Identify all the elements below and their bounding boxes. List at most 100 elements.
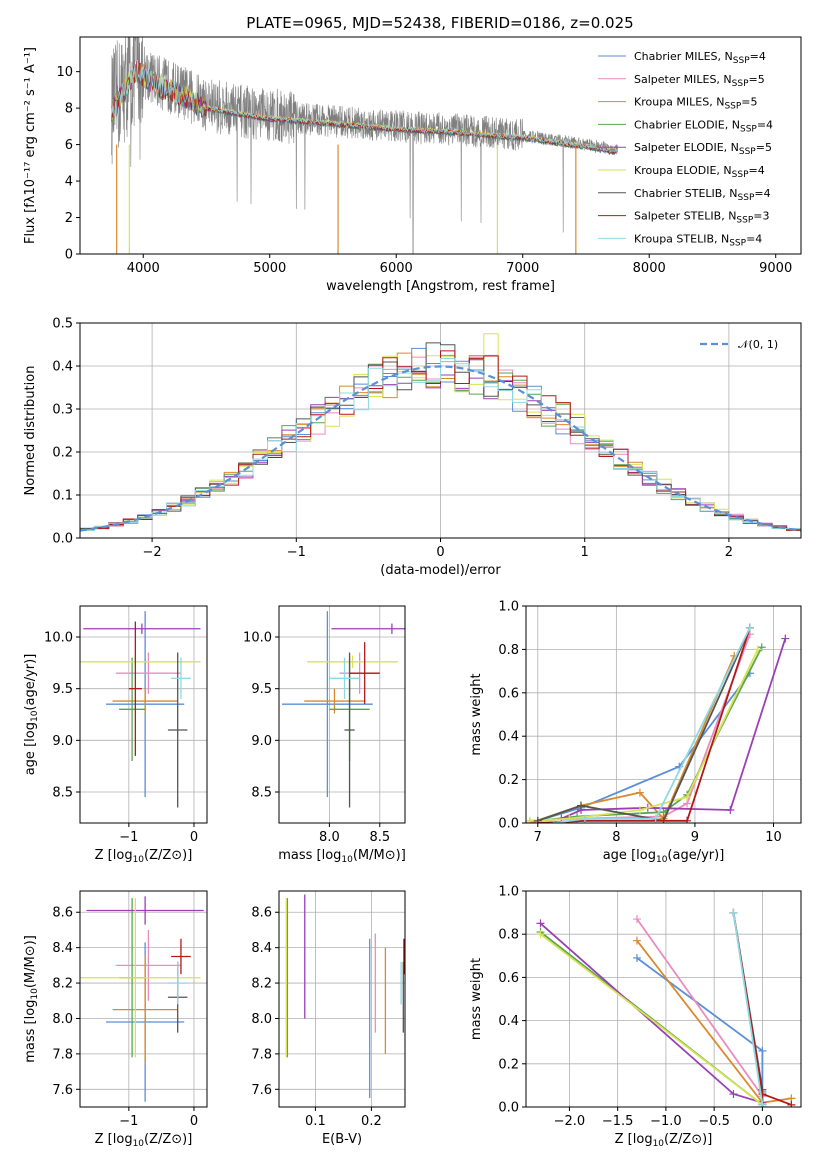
x-axis-label: age [log10(age/yr)]: [603, 848, 725, 865]
mass-weight-marker: [729, 1090, 738, 1099]
x-axis-label-main: Z [log: [95, 848, 133, 863]
y-tick-label: 8.6: [251, 906, 272, 921]
axes-frame: [525, 890, 802, 1108]
y-tick-label: 0.3: [52, 403, 73, 418]
y-tick-label: 9.0: [251, 734, 272, 749]
y-tick-label: 0.2: [498, 1057, 519, 1072]
legend-label: Salpeter MILES, NSSP=5: [634, 73, 765, 89]
y-tick-label: 7.6: [52, 1083, 73, 1098]
y-tick-label: 8: [65, 102, 73, 117]
mass-weight-marker: [632, 936, 641, 945]
x-tick-label: 1: [581, 545, 589, 560]
y-tick-label: 0.8: [498, 928, 519, 943]
y-tick-label: 0.8: [498, 643, 519, 658]
chart-panels: 4000 5000 6000 7000 8000 90000246810wavelengt…: [23, 36, 802, 1149]
x-axis-label: wavelength [Angstrom, rest frame]: [326, 279, 555, 294]
x-tick-label: 0.2: [361, 1114, 382, 1129]
mass-weight-marker: [526, 816, 534, 823]
x-axis-label: E(B-V): [322, 1132, 362, 1147]
x-axis-label-main: mass [log: [278, 848, 341, 863]
x-axis-label-sub: 10: [341, 855, 353, 865]
y-tick-label: 0.2: [52, 446, 73, 461]
y-tick-label: 8.4: [52, 941, 73, 956]
figure-title: PLATE=0965, MJD=52438, FIBERID=0186, z=0…: [246, 14, 633, 32]
y-tick-label: 1.0: [498, 885, 519, 900]
x-tick-label: −1.5: [602, 1114, 634, 1129]
mass-weight-line: [732, 912, 764, 1105]
legend-label-main: Salpeter ELODIE, N: [634, 141, 739, 154]
x-axis-label-tail: (age/yr)]: [667, 848, 724, 863]
legend-label-main: Kroupa ELODIE, N: [634, 164, 732, 177]
mass-weight-marker: [745, 623, 754, 632]
mass-weight-marker: [580, 814, 589, 823]
legend-label-sub: SSP: [732, 170, 749, 180]
legend-label-sub: SSP: [732, 79, 749, 89]
axes-mass-vs-ebv: 0.1 0.2 7.6 7.8 8.0 8.2 8.4 8.6 E(B-V): [251, 890, 406, 1147]
legend-label-tail: =4: [746, 232, 762, 245]
legend-label-tail: =5: [756, 141, 772, 154]
plot-area: [111, 37, 618, 254]
mass-weight-marker: [787, 1100, 796, 1107]
axes-frame: [525, 605, 802, 824]
y-tick-label: 0.0: [52, 532, 73, 547]
x-axis-label: Z [log10(Z/Z⊙)]: [95, 848, 193, 865]
y-axis-label: mass weight: [469, 673, 484, 755]
y-tick-label: 8.0: [52, 1012, 73, 1027]
axes-residuals: −2 −1 0 1 2 0.0 0.1 0.2 0.3 0.4 0.5 (data-model)/er…: [23, 317, 802, 578]
y-tick-label: 0.4: [498, 1014, 519, 1029]
x-tick-label: 8: [612, 830, 620, 845]
y-tick-label: 8.2: [52, 977, 73, 992]
y-tick-label: 7.6: [251, 1083, 272, 1098]
axes-frame: [79, 605, 208, 824]
axes-frame: [278, 890, 406, 1108]
legend-label-sub: SSP: [724, 102, 741, 112]
y-tick-label: 10.0: [44, 631, 73, 646]
y-axis-label: Normed distribution: [23, 366, 38, 496]
x-axis-label-sub: 10: [653, 1139, 665, 1149]
mass-weight-marker: [635, 805, 644, 814]
y-tick-label: 7.8: [52, 1047, 73, 1062]
legend-label: Chabrier ELODIE, NSSP=4: [634, 118, 773, 134]
normal-reference-curve: [80, 365, 801, 532]
x-tick-label: 8.5: [369, 830, 390, 845]
x-tick-label: 0.1: [305, 1114, 326, 1129]
legend-label-main: Kroupa STELIB, N: [634, 232, 729, 245]
legend-label-sub: SSP: [736, 216, 753, 226]
x-tick-label: 7000: [506, 261, 539, 276]
x-axis-label-tail: (M/M⊙)]: [353, 848, 406, 863]
y-tick-label: 0.1: [52, 489, 73, 504]
y-axis-label-sub: 10: [30, 710, 40, 722]
plot-area: [80, 896, 204, 1102]
x-axis-label-sub: 10: [656, 855, 668, 865]
y-tick-label: 0.4: [52, 360, 73, 375]
x-axis-label-tail: (Z/Z⊙)]: [144, 1132, 192, 1147]
x-axis-label: Z [log10(Z/Z⊙)]: [615, 1132, 713, 1149]
y-tick-label: 8.0: [251, 1012, 272, 1027]
legend-label-tail: =3: [753, 210, 769, 223]
x-tick-label: −2: [143, 545, 162, 560]
y-tick-label: 8.5: [251, 786, 272, 801]
mass-weight-marker: [659, 808, 668, 817]
axes-mass-weight-vs-z: −2.0 −1.5 −1.0 −0.5 0.0 0.0 0.2 0.4 0.6 0.8 1.0 Z […: [469, 885, 802, 1149]
legend-label-tail: =5: [741, 96, 757, 109]
axes-spectrum: 4000 5000 6000 7000 8000 9000 0 2 4 6 8 10 wavelengt…: [23, 36, 802, 294]
x-tick-label: 8.0: [319, 830, 340, 845]
y-axis-label-tail: (age/yr)]: [23, 654, 38, 711]
x-axis-label-tail: (Z/Z⊙)]: [144, 848, 192, 863]
plot-area: [536, 908, 796, 1107]
legend-label: 𝒩(0, 1): [738, 338, 778, 351]
x-tick-label: 0: [190, 830, 198, 845]
legend-label-sub: SSP: [729, 238, 746, 248]
x-axis-label-sub: 10: [133, 855, 145, 865]
legend-label: Salpeter ELODIE, NSSP=5: [634, 141, 772, 157]
y-tick-label: 10: [56, 65, 73, 80]
legend-label-main: Chabrier MILES, N: [634, 50, 733, 63]
axes-mass-vs-z: −1 07.67.88.08.28.48.6Z [log10(Z/Z⊙)]mass…: [23, 890, 208, 1149]
legend-label-sub: SSP: [740, 124, 757, 134]
y-tick-label: 10.0: [243, 631, 272, 646]
x-tick-label: 6000: [380, 261, 413, 276]
y-axis-label: mass [log10(M/M⊙)]: [23, 935, 40, 1063]
legend-label-main: Salpeter MILES, N: [634, 73, 732, 86]
